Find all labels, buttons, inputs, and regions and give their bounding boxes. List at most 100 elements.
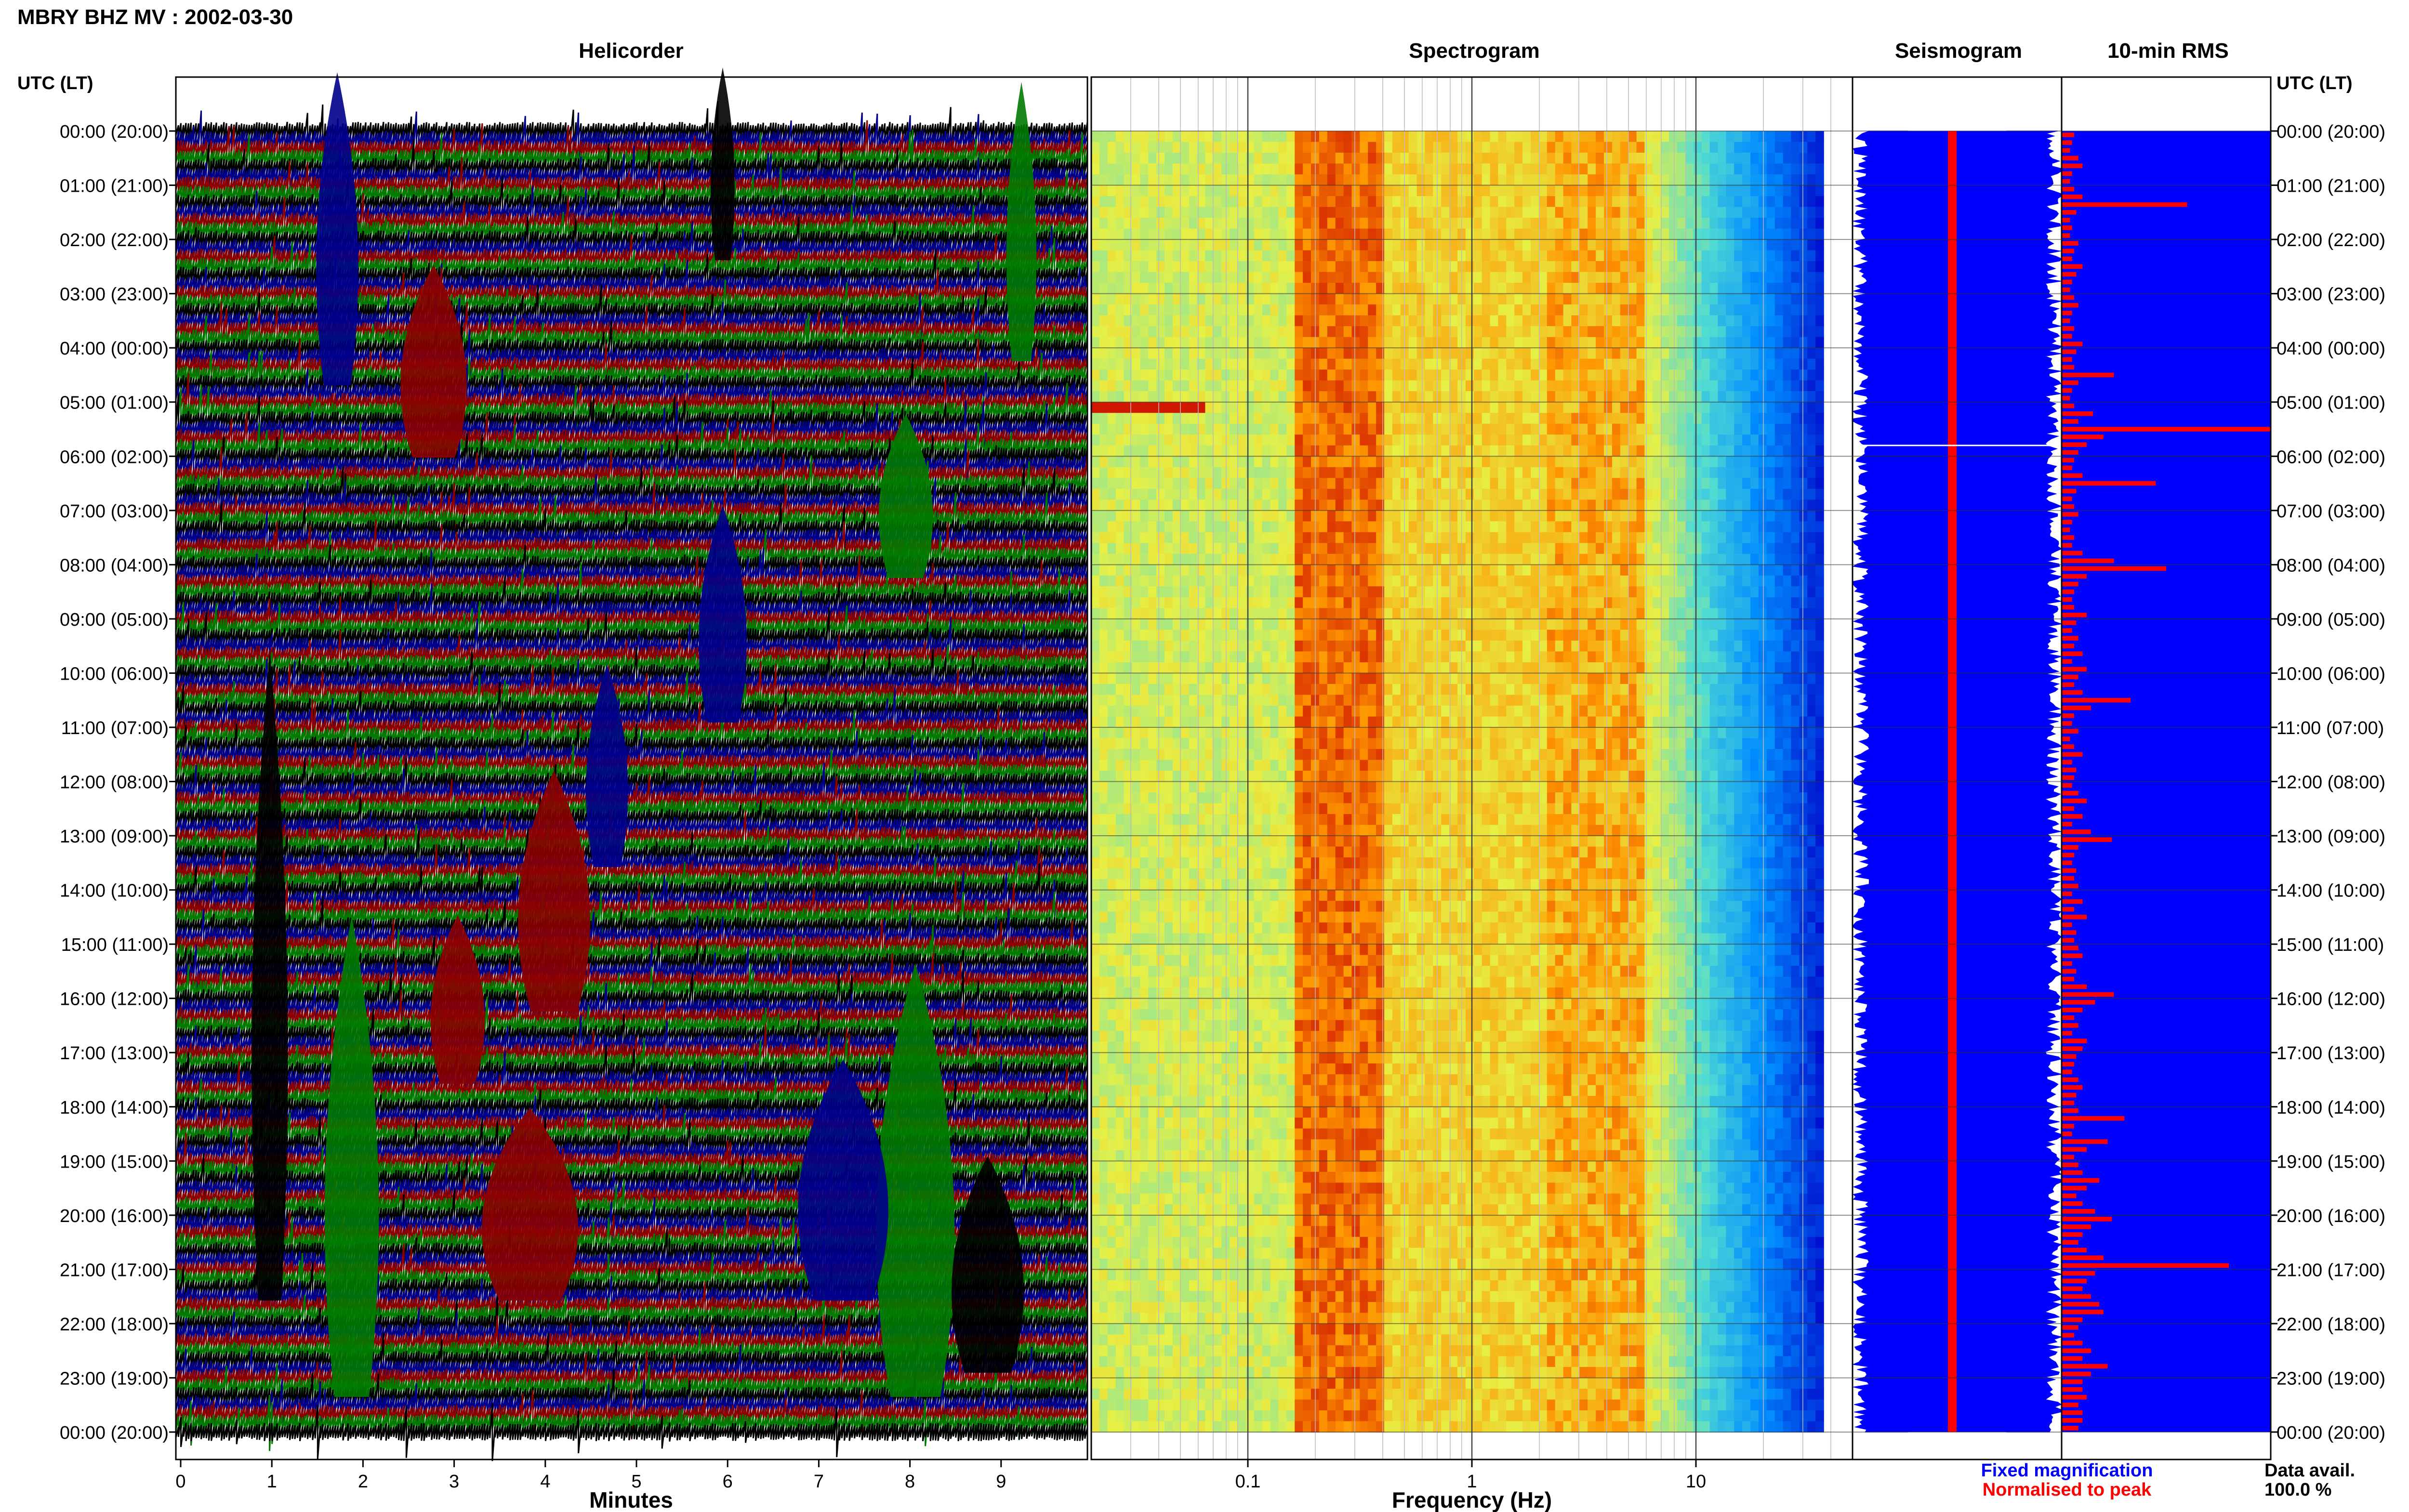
spectrogram-cell bbox=[1555, 391, 1564, 403]
spectrogram-cell bbox=[1726, 304, 1734, 316]
spectrogram-cell bbox=[1156, 434, 1165, 446]
spectrogram-cell bbox=[1758, 456, 1767, 468]
spectrogram-cell bbox=[1791, 153, 1800, 164]
spectrogram-cell bbox=[1506, 532, 1515, 544]
spectrogram-cell bbox=[1425, 250, 1434, 262]
spectrogram-cell bbox=[1205, 553, 1214, 565]
spectrogram-cell bbox=[1596, 174, 1604, 186]
spectrogram-cell bbox=[1799, 543, 1808, 554]
spectrogram-cell bbox=[1661, 163, 1669, 175]
spectrogram-cell bbox=[1734, 261, 1743, 273]
spectrogram-cell bbox=[1579, 131, 1588, 143]
spectrogram-cell bbox=[1335, 543, 1344, 554]
spectrogram-cell bbox=[1343, 618, 1352, 631]
spectrogram-cell bbox=[1140, 510, 1149, 522]
spectrogram-cell bbox=[1270, 163, 1279, 175]
spectrogram-cell bbox=[1774, 218, 1784, 229]
spectrogram-cell bbox=[1604, 684, 1613, 696]
spectrogram-cell bbox=[1319, 131, 1328, 143]
spectrogram-cell bbox=[1506, 456, 1515, 468]
spectrogram-cell bbox=[1701, 695, 1710, 706]
spectrogram-cell bbox=[1783, 618, 1792, 631]
spectrogram-cell bbox=[1791, 402, 1800, 413]
spectrogram-cell bbox=[1799, 586, 1808, 598]
spectrogram-cell bbox=[1482, 293, 1491, 305]
spectrogram-cell bbox=[1758, 174, 1767, 186]
spectrogram-cell bbox=[1661, 597, 1669, 609]
spectrogram-cell bbox=[1254, 315, 1263, 327]
spectrogram-cell bbox=[1514, 705, 1523, 717]
spectrogram-cell bbox=[1644, 695, 1654, 706]
spectrogram-cell bbox=[1148, 467, 1157, 479]
spectrogram-cell bbox=[1441, 272, 1450, 283]
spectrogram-cell bbox=[1205, 510, 1214, 522]
spectrogram-cell bbox=[1425, 391, 1434, 403]
spectrogram-cell bbox=[1588, 575, 1596, 587]
spectrogram-cell bbox=[1107, 358, 1116, 370]
spectrogram-cell bbox=[1165, 662, 1173, 674]
spectrogram-cell bbox=[1425, 608, 1434, 619]
spectrogram-cell bbox=[1628, 358, 1637, 370]
spectrogram-cell bbox=[1628, 565, 1637, 576]
spectrogram-cell bbox=[1742, 630, 1751, 641]
spectrogram-cell bbox=[1254, 239, 1263, 251]
spectrogram-cell bbox=[1815, 131, 1824, 143]
spectrogram-cell bbox=[1628, 445, 1637, 457]
spectrogram-cell bbox=[1653, 283, 1661, 294]
spectrogram-cell bbox=[1807, 131, 1816, 143]
spectrogram-cell bbox=[1693, 608, 1702, 619]
spectrogram-cell bbox=[1482, 434, 1491, 446]
spectrogram-cell bbox=[1538, 358, 1548, 370]
spectrogram-cell bbox=[1498, 575, 1507, 587]
spectrogram-cell bbox=[1636, 163, 1645, 175]
spectrogram-cell bbox=[1579, 575, 1588, 587]
spectrogram-cell bbox=[1262, 293, 1271, 305]
spectrogram-cell bbox=[1774, 586, 1784, 598]
spectrogram-cell bbox=[1245, 543, 1255, 554]
spectrogram-cell bbox=[1799, 239, 1808, 251]
spectrogram-cell bbox=[1742, 142, 1751, 153]
spectrogram-cell bbox=[1612, 565, 1621, 576]
spectrogram-cell bbox=[1799, 326, 1808, 338]
spectrogram-cell bbox=[1115, 456, 1125, 468]
spectrogram-cell bbox=[1701, 358, 1710, 370]
spectrogram-cell bbox=[1547, 413, 1556, 424]
spectrogram-cell bbox=[1726, 348, 1734, 359]
spectrogram-cell bbox=[1327, 391, 1336, 403]
spectrogram-cell bbox=[1172, 326, 1181, 338]
spectrogram-cell bbox=[1327, 250, 1336, 262]
spectrogram-cell bbox=[1408, 445, 1417, 457]
spectrogram-cell bbox=[1449, 163, 1458, 175]
spectrogram-cell bbox=[1612, 272, 1621, 283]
spectrogram-cell bbox=[1303, 250, 1311, 262]
spectrogram-cell bbox=[1734, 586, 1743, 598]
spectrogram-cell bbox=[1531, 261, 1539, 273]
spectrogram-cell bbox=[1165, 142, 1173, 153]
spectrogram-cell bbox=[1482, 239, 1491, 251]
spectrogram-cell bbox=[1604, 608, 1613, 619]
spectrogram-cell bbox=[1612, 283, 1621, 294]
spectrogram-cell bbox=[1482, 261, 1491, 273]
spectrogram-cell bbox=[1685, 391, 1694, 403]
spectrogram-cell bbox=[1449, 651, 1458, 663]
spectrogram-cell bbox=[1588, 131, 1596, 143]
spectrogram-cell bbox=[1677, 131, 1686, 143]
spectrogram-cell bbox=[1368, 500, 1377, 511]
spectrogram-cell bbox=[1132, 228, 1141, 240]
spectrogram-cell bbox=[1669, 228, 1678, 240]
spectrogram-cell bbox=[1221, 413, 1230, 424]
spectrogram-cell bbox=[1384, 618, 1393, 631]
spectrogram-cell bbox=[1807, 553, 1816, 565]
spectrogram-cell bbox=[1091, 630, 1100, 641]
spectrogram-cell bbox=[1319, 261, 1328, 273]
spectrogram-cell bbox=[1506, 153, 1515, 164]
spectrogram-cell bbox=[1213, 163, 1222, 175]
spectrogram-cell bbox=[1522, 207, 1531, 218]
spectrogram-cell bbox=[1506, 673, 1515, 684]
spectrogram-cell bbox=[1661, 207, 1669, 218]
spectrogram-cell bbox=[1742, 228, 1751, 240]
spectrogram-cell bbox=[1165, 326, 1173, 338]
spectrogram-cell bbox=[1579, 413, 1588, 424]
spectrogram-cell bbox=[1742, 369, 1751, 381]
spectrogram-cell bbox=[1303, 586, 1311, 598]
